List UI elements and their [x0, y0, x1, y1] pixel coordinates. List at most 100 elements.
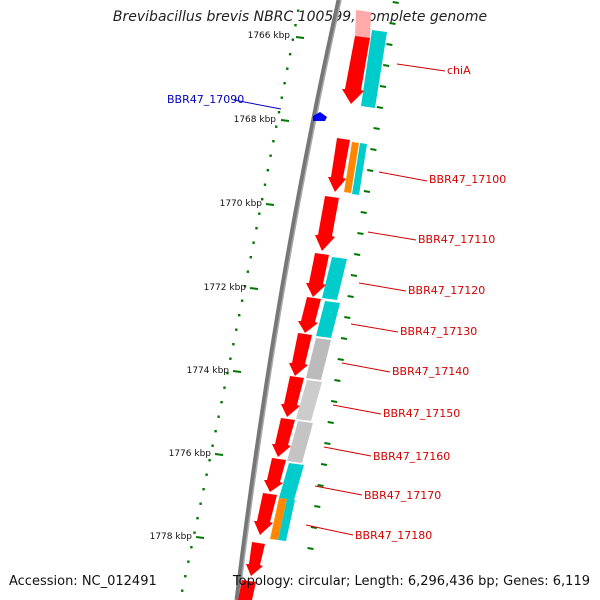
scale-dot [272, 140, 275, 143]
tick-1770: 1770 kbp [220, 199, 275, 209]
ring-dash [360, 211, 367, 214]
gene-label-bbr47-17120[interactable]: BBR47_17120 [358, 282, 485, 297]
gene-bbr47-17150[interactable] [281, 376, 304, 417]
tick-1778: 1778 kbp [150, 532, 205, 542]
ring-dash [379, 85, 387, 88]
ring-dash [314, 505, 321, 508]
gene-bbr47-17100[interactable] [328, 138, 350, 192]
tick-label: 1766 kbp [248, 31, 291, 41]
cds-bar [361, 30, 387, 108]
scale-dot [211, 444, 214, 447]
gene-label-bbr47-17100[interactable]: BBR47_17100 [378, 171, 506, 186]
gene-bbr47-17140[interactable] [289, 333, 312, 376]
ring-dash [370, 148, 377, 151]
ring-dash [334, 379, 341, 382]
cds-bar [287, 421, 313, 463]
scale-dot [249, 256, 252, 259]
scale-dot [226, 372, 229, 375]
genome-title: Brevibacillus brevis NBRC 100599, comple… [112, 9, 488, 25]
gene-chiA[interactable] [342, 36, 370, 104]
genome-summary: Topology: circular; Length: 6,296,436 bp… [232, 574, 590, 589]
svg-text:BBR47_17100: BBR47_17100 [429, 173, 506, 186]
gene-bbr47-17120[interactable] [306, 253, 329, 297]
ring-dash [310, 526, 318, 529]
gene-label-bbr47-17150[interactable]: BBR47_17150 [332, 404, 460, 420]
scale-dot [181, 589, 184, 592]
tick-1776: 1776 kbp [169, 449, 224, 459]
scale-dot [220, 401, 223, 404]
svg-text:BBR47_17160: BBR47_17160 [373, 450, 450, 463]
ring-dash [363, 190, 371, 193]
ring-dash [317, 484, 324, 487]
ring-dash [386, 43, 393, 46]
ring-dash [354, 253, 361, 256]
gene-arrow [246, 542, 265, 576]
ring-dash [347, 295, 354, 298]
scale-dot [184, 575, 187, 578]
scale-dot [208, 459, 211, 462]
ring-dash [324, 442, 331, 445]
scale-dot [232, 343, 235, 346]
cds-bar [316, 301, 340, 338]
scale-dot [255, 227, 258, 230]
gene-label-bbr47-17180[interactable]: BBR47_17180 [305, 524, 432, 542]
gene-label-chiA[interactable]: chiA [396, 63, 471, 77]
scale-dot [258, 212, 261, 215]
scale-dot [263, 183, 267, 186]
scale-ring-dots [181, 9, 300, 592]
scale-dot [229, 357, 232, 360]
ring-dash [367, 169, 374, 172]
scale-dot [252, 241, 255, 244]
gene-label-bbr47-17090[interactable]: BBR47_17090 [167, 93, 282, 110]
scale-dot [288, 53, 292, 56]
svg-text:BBR47_17090: BBR47_17090 [167, 93, 244, 106]
ring-dash [389, 22, 396, 25]
gene-label-bbr47-17130[interactable]: BBR47_17130 [350, 323, 477, 338]
gene-label-bbr47-17170[interactable]: BBR47_17170 [314, 485, 441, 502]
ring-dash [340, 337, 348, 340]
svg-text:BBR47_17110: BBR47_17110 [418, 233, 495, 246]
ring-dash [357, 232, 364, 235]
tick-1772: 1772 kbp [204, 283, 259, 293]
gene-bbr47-17170[interactable] [264, 458, 286, 492]
gene-label-bbr47-17110[interactable]: BBR47_17110 [367, 231, 495, 246]
svg-text:BBR47_17140: BBR47_17140 [392, 365, 469, 378]
scale-dot [190, 546, 193, 549]
gene-bbr47-17090[interactable] [313, 112, 327, 121]
ring-dash [330, 400, 338, 403]
tick-label: 1768 kbp [234, 115, 277, 125]
svg-text:BBR47_17180: BBR47_17180 [355, 529, 432, 542]
ring-dash [376, 106, 383, 109]
scale-dot [214, 430, 217, 433]
scale-dot [280, 96, 283, 99]
accession-text: Accession: NC_012491 [9, 574, 157, 589]
cds-bar [306, 338, 331, 380]
gene-bbr47-17180[interactable] [254, 493, 277, 535]
gene-arrow [355, 10, 371, 40]
tick-label: 1774 kbp [187, 366, 230, 376]
gene-track [238, 10, 371, 600]
gene-bbr47-17160[interactable] [272, 418, 295, 457]
cds-bar [344, 142, 359, 193]
ring-dash [307, 547, 314, 550]
tick-label: 1776 kbp [169, 449, 212, 459]
tick-label: 1778 kbp [150, 532, 193, 542]
gene-ring-dashes [307, 1, 399, 550]
scale-dot [291, 38, 294, 41]
genome-axis [234, 0, 342, 600]
tick-label: 1772 kbp [204, 283, 247, 293]
scale-dot [277, 111, 281, 114]
scale-dot [283, 82, 286, 85]
gene-bbr47-17110[interactable] [315, 196, 339, 251]
tick-1766: 1766 kbp [248, 31, 305, 41]
gene-label-bbr47-17140[interactable]: BBR47_17140 [341, 362, 469, 378]
scale-dot [205, 473, 208, 476]
scale-dot [235, 328, 238, 331]
scale-dot [193, 531, 196, 534]
scale-dot [286, 67, 289, 70]
svg-text:BBR47_17150: BBR47_17150 [383, 407, 460, 420]
scale-dot [217, 415, 220, 418]
gene-bbr47-17130[interactable] [298, 297, 321, 333]
gene-label-bbr47-17160[interactable]: BBR47_17160 [323, 446, 450, 463]
